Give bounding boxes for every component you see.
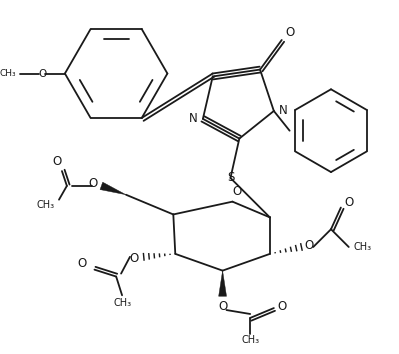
Text: O: O <box>77 257 86 270</box>
Text: O: O <box>129 252 138 265</box>
Text: O: O <box>233 185 242 198</box>
Text: CH₃: CH₃ <box>0 69 16 78</box>
Polygon shape <box>219 270 227 296</box>
Text: O: O <box>38 69 46 79</box>
Text: O: O <box>344 196 354 209</box>
Text: N: N <box>189 112 198 125</box>
Text: O: O <box>285 25 294 39</box>
Text: O: O <box>218 299 227 313</box>
Text: O: O <box>52 155 62 168</box>
Text: CH₃: CH₃ <box>354 242 371 252</box>
Text: O: O <box>277 299 286 313</box>
Text: O: O <box>89 177 98 190</box>
Text: CH₃: CH₃ <box>36 200 54 210</box>
Text: CH₃: CH₃ <box>113 298 131 308</box>
Text: CH₃: CH₃ <box>241 335 259 344</box>
Text: N: N <box>279 104 288 118</box>
Polygon shape <box>100 182 126 195</box>
Text: S: S <box>227 171 234 184</box>
Text: O: O <box>305 239 314 251</box>
